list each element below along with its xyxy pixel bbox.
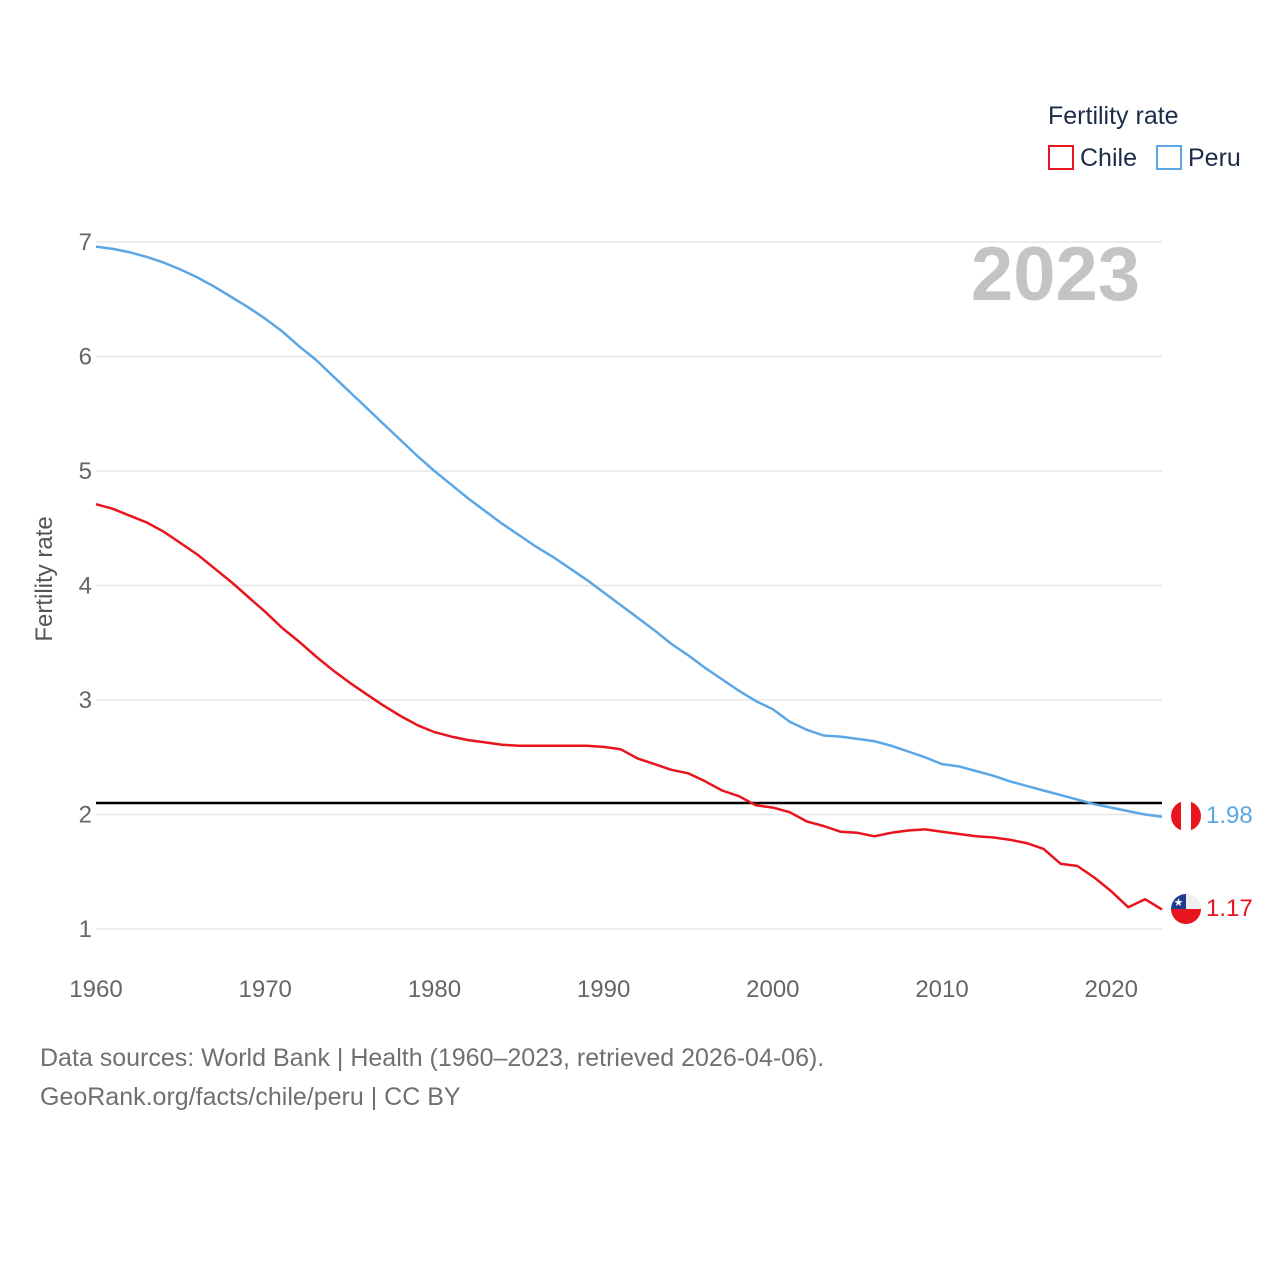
gridlines <box>96 241 1162 930</box>
legend-title: Fertility rate <box>1048 102 1179 130</box>
series-line-chile[interactable] <box>95 502 1163 911</box>
footer-credit: GeoRank.org/facts/chile/peru | CC BY <box>40 1083 461 1111</box>
x-tick-label: 2000 <box>746 976 799 1003</box>
y-tick-label: 7 <box>79 229 92 256</box>
y-axis-title: Fertility rate <box>31 516 58 641</box>
legend-item-chile[interactable]: Chile <box>1048 144 1137 172</box>
peru-flag-icon <box>1171 801 1201 831</box>
legend-item-peru[interactable]: Peru <box>1156 144 1241 172</box>
y-tick-label: 2 <box>79 802 92 829</box>
fertility-chart: 1 2 3 4 5 6 7 1960 1970 1980 1990 2000 2010 2020 Fer… <box>31 102 1253 1003</box>
current-year-label: 2023 <box>971 232 1140 317</box>
y-tick-label: 6 <box>79 344 92 371</box>
series-line-peru[interactable] <box>95 245 1163 819</box>
legend: Fertility rate Chile Peru <box>1048 102 1241 172</box>
x-tick-label: 2020 <box>1085 976 1138 1003</box>
y-tick-label: 4 <box>79 573 92 600</box>
y-tick-label: 5 <box>79 458 92 485</box>
y-tick-label: 3 <box>79 687 92 714</box>
x-tick-label: 1980 <box>408 976 461 1003</box>
footer-sources: Data sources: World Bank | Health (1960–… <box>40 1044 825 1072</box>
x-tick-label: 2010 <box>915 976 968 1003</box>
peru-end-value: 1.98 <box>1206 802 1253 829</box>
chile-flag-icon: ★ <box>1171 894 1201 924</box>
chile-end-value: 1.17 <box>1206 895 1253 922</box>
y-axis: 1 2 3 4 5 6 7 <box>79 229 92 943</box>
legend-swatch-peru <box>1156 145 1182 170</box>
legend-swatch-chile <box>1048 145 1074 170</box>
legend-label-chile: Chile <box>1080 144 1137 172</box>
series-lines <box>95 245 1163 911</box>
x-tick-label: 1990 <box>577 976 630 1003</box>
y-tick-label: 1 <box>79 916 92 943</box>
x-tick-label: 1960 <box>69 976 122 1003</box>
x-tick-label: 1970 <box>239 976 292 1003</box>
legend-label-peru: Peru <box>1188 144 1241 172</box>
svg-text:★: ★ <box>1174 896 1184 909</box>
x-axis: 1960 1970 1980 1990 2000 2010 2020 <box>69 976 1138 1003</box>
